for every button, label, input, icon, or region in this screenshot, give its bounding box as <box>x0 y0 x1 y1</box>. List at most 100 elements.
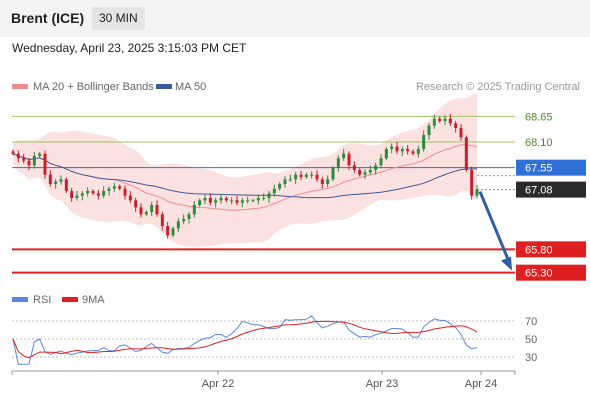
candle-body <box>198 200 202 205</box>
candle <box>160 211 164 231</box>
candle <box>64 177 68 193</box>
candle-body <box>102 191 106 196</box>
candle-body <box>22 158 26 161</box>
candle-body <box>240 200 244 203</box>
candle <box>38 151 42 158</box>
candle <box>134 197 138 212</box>
candle-body <box>278 184 282 189</box>
candle <box>390 143 394 153</box>
candle <box>230 197 234 205</box>
level-lines <box>12 115 515 274</box>
candle-body <box>48 174 52 184</box>
forecast-arrow-head <box>501 256 512 271</box>
candle-body <box>27 160 31 166</box>
level-tag-65.80 <box>516 241 586 258</box>
candle <box>384 147 388 161</box>
candle-body <box>315 174 319 180</box>
candle <box>459 124 463 141</box>
candle <box>406 145 410 155</box>
candle-body <box>454 123 458 128</box>
candle-body <box>59 179 63 182</box>
candle-body <box>256 198 260 201</box>
candle-body <box>267 193 271 198</box>
candle <box>219 194 223 204</box>
candle <box>171 226 175 238</box>
candle-body <box>368 170 372 173</box>
candle-body <box>262 198 266 199</box>
x-tick-label: Apr 23 <box>366 378 398 390</box>
candle-body <box>118 186 122 189</box>
candle-body <box>272 188 276 194</box>
candle-body <box>80 193 84 196</box>
candle <box>342 149 346 161</box>
candle-body <box>32 156 36 166</box>
candle <box>86 187 90 197</box>
x-tick-label: Apr 24 <box>465 378 497 390</box>
candle-body <box>358 170 362 175</box>
candle <box>358 168 362 177</box>
candle <box>70 187 74 202</box>
candle <box>43 150 47 179</box>
candle-body <box>395 146 399 152</box>
candle <box>464 135 468 172</box>
level-label-68.10: 68.10 <box>525 137 553 149</box>
candle-body <box>294 174 298 180</box>
rsi-ma-legend-swatch <box>62 297 78 302</box>
candle-body <box>347 153 351 166</box>
candle-body <box>70 191 74 198</box>
candle <box>118 184 122 191</box>
rsi-ma-line <box>12 320 478 359</box>
candle <box>235 195 239 206</box>
candle <box>27 158 31 170</box>
candle <box>363 169 367 179</box>
level-tag-65.30 <box>516 264 586 281</box>
rsi-tick-30: 30 <box>525 352 537 364</box>
candle <box>166 222 170 239</box>
rsi-panel: 70 50 30 <box>12 315 537 365</box>
candle <box>294 172 298 184</box>
candle-body <box>112 186 116 189</box>
candle-body <box>475 189 479 196</box>
candle-body <box>182 219 186 222</box>
candle <box>304 172 308 179</box>
candle <box>400 146 404 156</box>
candle <box>246 196 250 204</box>
x-axis: Apr 22 Apr 23 Apr 24 <box>11 370 516 390</box>
candle-body <box>43 153 47 175</box>
ma20-legend-label: MA 20 + Bollinger Bands <box>33 81 154 93</box>
candle-body <box>224 198 228 201</box>
bollinger-band-area <box>13 92 477 247</box>
candle-body <box>176 221 180 229</box>
candle-body <box>155 205 159 215</box>
candle <box>432 114 436 129</box>
candle-body <box>38 153 42 156</box>
candle <box>470 166 474 200</box>
candle <box>224 196 228 203</box>
candle <box>251 198 255 203</box>
timeframe-button[interactable]: 30 MIN <box>92 7 145 30</box>
candle-body <box>416 149 420 154</box>
rsi-tick-50: 50 <box>525 334 537 346</box>
candle <box>144 210 148 217</box>
candle-body <box>331 167 335 180</box>
candle <box>96 190 100 200</box>
candle-body <box>352 165 356 170</box>
ma50-line <box>12 153 478 199</box>
ma50-legend-label: MA 50 <box>175 81 206 93</box>
rsi-ma-legend-label: 9MA <box>82 294 105 306</box>
candle <box>11 149 15 156</box>
candle <box>272 184 276 197</box>
candle <box>128 191 132 203</box>
candle <box>155 200 159 217</box>
candle <box>182 214 186 224</box>
candle-body <box>192 205 196 215</box>
candle-body <box>91 191 95 194</box>
rsi-line <box>12 315 478 365</box>
current-price-tag <box>516 181 586 198</box>
candle <box>91 189 95 196</box>
candle <box>54 179 58 189</box>
candle-body <box>160 214 164 226</box>
datetime-label: Wednesday, April 23, 2025 3:15:03 PM CET <box>12 41 247 55</box>
candle-body <box>139 207 143 215</box>
x-tick-label: Apr 22 <box>202 378 234 390</box>
